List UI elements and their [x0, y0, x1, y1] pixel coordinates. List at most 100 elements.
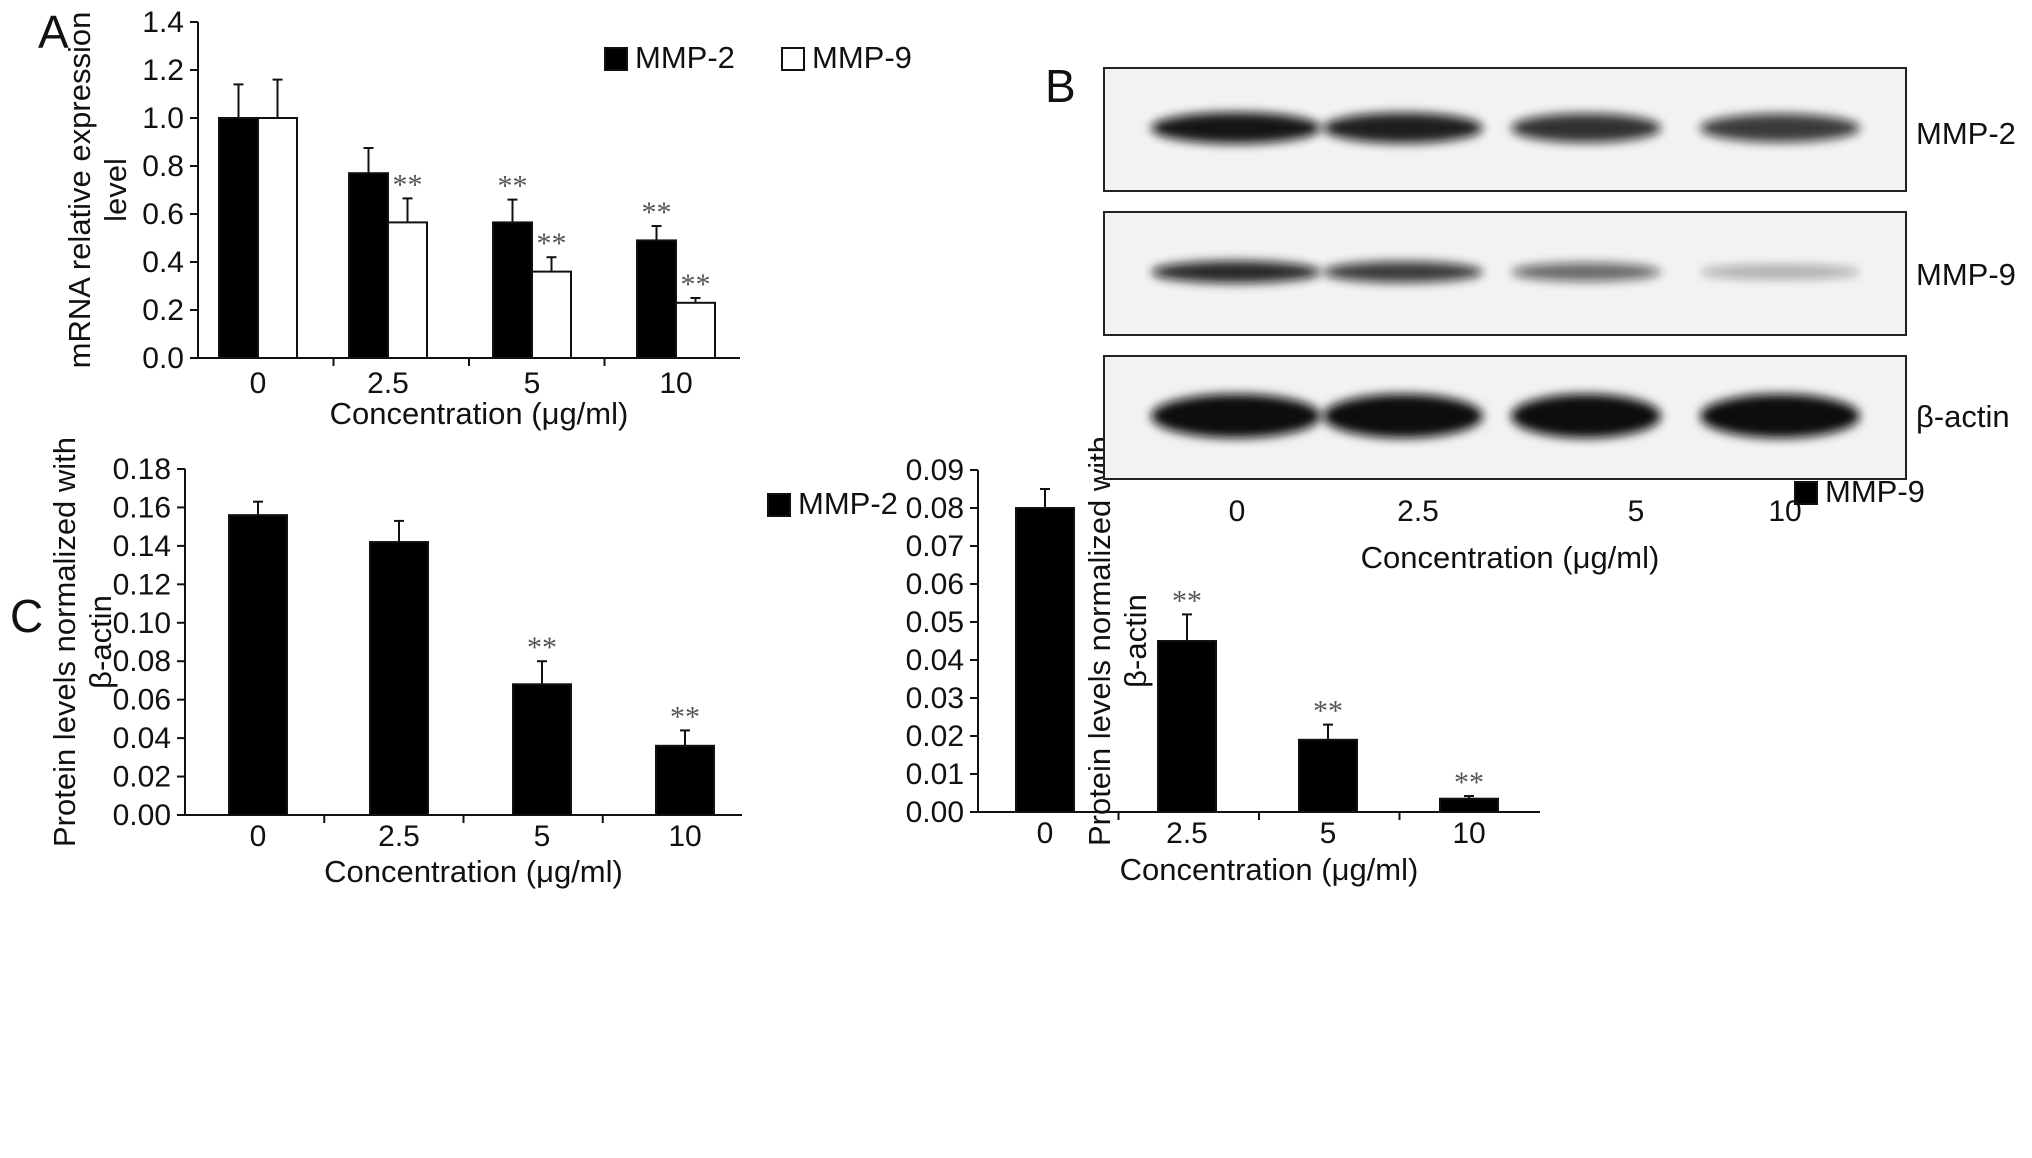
legend-label-mmp-2: MMP-2: [635, 40, 735, 75]
y-tick-label: 1.0: [142, 102, 184, 135]
x-tick-label: 2.5: [367, 367, 409, 400]
bar-mmp-2: [218, 117, 259, 359]
blot-band: [1323, 261, 1483, 283]
blot-lane-label-10: 10: [1768, 495, 1801, 528]
blot-row-label-mmp9: MMP-9: [1916, 257, 2016, 292]
bar-mmp-2: [636, 239, 677, 359]
bar-mmp-2: [369, 541, 429, 816]
bar-mmp-2: [228, 514, 288, 817]
legend-swatch-mmp-9: [781, 47, 805, 71]
x-axis-title: Concentration (μg/ml): [1120, 852, 1419, 887]
y-tick-label: 0.07: [906, 530, 964, 563]
y-tick-label: 0.08: [906, 492, 964, 525]
panel-label-a: A: [38, 6, 69, 58]
significance-marker: **: [1172, 584, 1202, 617]
y-tick-label: 0.14: [113, 530, 171, 563]
x-tick-label: 2.5: [1166, 817, 1208, 850]
chart-c-mmp9-protein: 0.00 0.01 0.02 0.03 0.04 0.05 0.06 0.07 0.08 0.09…: [906, 436, 1925, 887]
blot-band: [1151, 394, 1321, 438]
y-axis-title: Protein levels normalized with: [1082, 436, 1117, 846]
y-tick-label: 0.16: [113, 491, 171, 524]
panel-label-c: C: [10, 590, 43, 642]
significance-marker: **: [393, 168, 423, 201]
blot-band: [1323, 394, 1483, 438]
y-tick-label: 0.05: [906, 606, 964, 639]
western-blot: [1103, 67, 1907, 480]
legend-swatch-mmp-9: [1794, 481, 1818, 505]
x-tick-label: 0: [1037, 817, 1054, 850]
x-tick-label: 10: [1452, 817, 1485, 850]
y-tick-label: 0.0: [142, 342, 184, 375]
x-tick-label: 0: [250, 820, 267, 853]
bar-mmp-9: [1157, 640, 1217, 813]
y-tick-label: 0.01: [906, 758, 964, 791]
y-tick-label: 0.12: [113, 568, 171, 601]
x-tick-label: 5: [524, 367, 541, 400]
blot-band: [1700, 264, 1860, 280]
significance-marker: **: [670, 700, 700, 733]
chart-c-mmp2-protein: 0.00 0.02 0.04 0.06 0.08 0.10 0.12 0.14 0.16 0.18…: [47, 437, 898, 889]
blot-band: [1511, 113, 1661, 143]
y-tick-label: 0.8: [142, 150, 184, 183]
y-tick-label: 0.02: [906, 720, 964, 753]
y-axis-title: mRNA relative expression: [62, 12, 97, 369]
significance-marker: **: [527, 631, 557, 664]
significance-marker: **: [1454, 766, 1484, 799]
x-axis-title: Concentration (μg/ml): [330, 396, 629, 431]
bar-mmp-9: [1439, 797, 1499, 814]
y-axis-title: Protein levels normalized with: [47, 437, 82, 847]
blot-lane-label-2.5: 2.5: [1397, 495, 1439, 528]
blot-band: [1511, 394, 1661, 438]
x-tick-label: 5: [534, 820, 551, 853]
significance-marker: **: [537, 227, 567, 260]
blot-band: [1700, 394, 1860, 438]
x-tick-label: 0: [250, 367, 267, 400]
blot-band: [1323, 112, 1483, 144]
blot-band: [1700, 113, 1860, 143]
legend-swatch-mmp-2: [767, 493, 791, 517]
y-tick-label: 0.03: [906, 682, 964, 715]
chart-a-mrna-expression: 0.0 0.2 0.4 0.6 0.8 1.0 1.2 1.4 0 2.5 5 10 ** ** MMP-2…: [62, 6, 912, 431]
y-axis-title: level: [98, 158, 133, 222]
y-tick-label: 1.2: [142, 54, 184, 87]
y-tick-label: 0.2: [142, 294, 184, 327]
bar-mmp-9: [1015, 507, 1075, 813]
legend-swatch-mmp-2: [604, 47, 628, 71]
bar-mmp-9: [1298, 738, 1358, 813]
x-tick-label: 10: [668, 820, 701, 853]
significance-marker: **: [498, 170, 528, 203]
bar-mmp-2: [512, 683, 572, 816]
bar-mmp-9: [257, 117, 298, 359]
x-tick-label: 2.5: [378, 820, 420, 853]
blot-row-label-beta-actin: β-actin: [1916, 399, 2010, 434]
y-tick-label: 0.10: [113, 607, 171, 640]
y-tick-label: 0.08: [113, 645, 171, 678]
y-tick-label: 0.4: [142, 246, 184, 279]
x-tick-label: 5: [1320, 817, 1337, 850]
significance-marker: **: [1313, 695, 1343, 728]
y-tick-label: 0.04: [113, 722, 171, 755]
blot-band: [1151, 260, 1321, 284]
blot-band: [1151, 112, 1321, 144]
y-tick-label: 0.09: [906, 454, 964, 487]
y-axis-title: β-actin: [83, 595, 118, 689]
blot-x-axis-title: Concentration (μg/ml): [1361, 540, 1660, 575]
bar-mmp-2: [348, 172, 389, 359]
y-tick-label: 0.00: [906, 796, 964, 829]
y-tick-label: 0.6: [142, 198, 184, 231]
blot-row-label-mmp2: MMP-2: [1916, 116, 2016, 151]
blot-band: [1511, 262, 1661, 282]
x-tick-label: 10: [659, 367, 692, 400]
bar-mmp-2: [492, 221, 533, 359]
y-axis-title: β-actin: [1118, 594, 1153, 688]
bar-mmp-9: [531, 270, 572, 360]
panel-label-b: B: [1045, 60, 1076, 112]
significance-marker: **: [681, 268, 711, 301]
blot-lane-label-5: 5: [1628, 495, 1645, 528]
y-tick-label: 0.04: [906, 644, 964, 677]
significance-marker: **: [642, 196, 672, 229]
bar-mmp-9: [675, 301, 716, 359]
bar-mmp-2: [655, 744, 715, 816]
y-tick-label: 0.18: [113, 453, 171, 486]
